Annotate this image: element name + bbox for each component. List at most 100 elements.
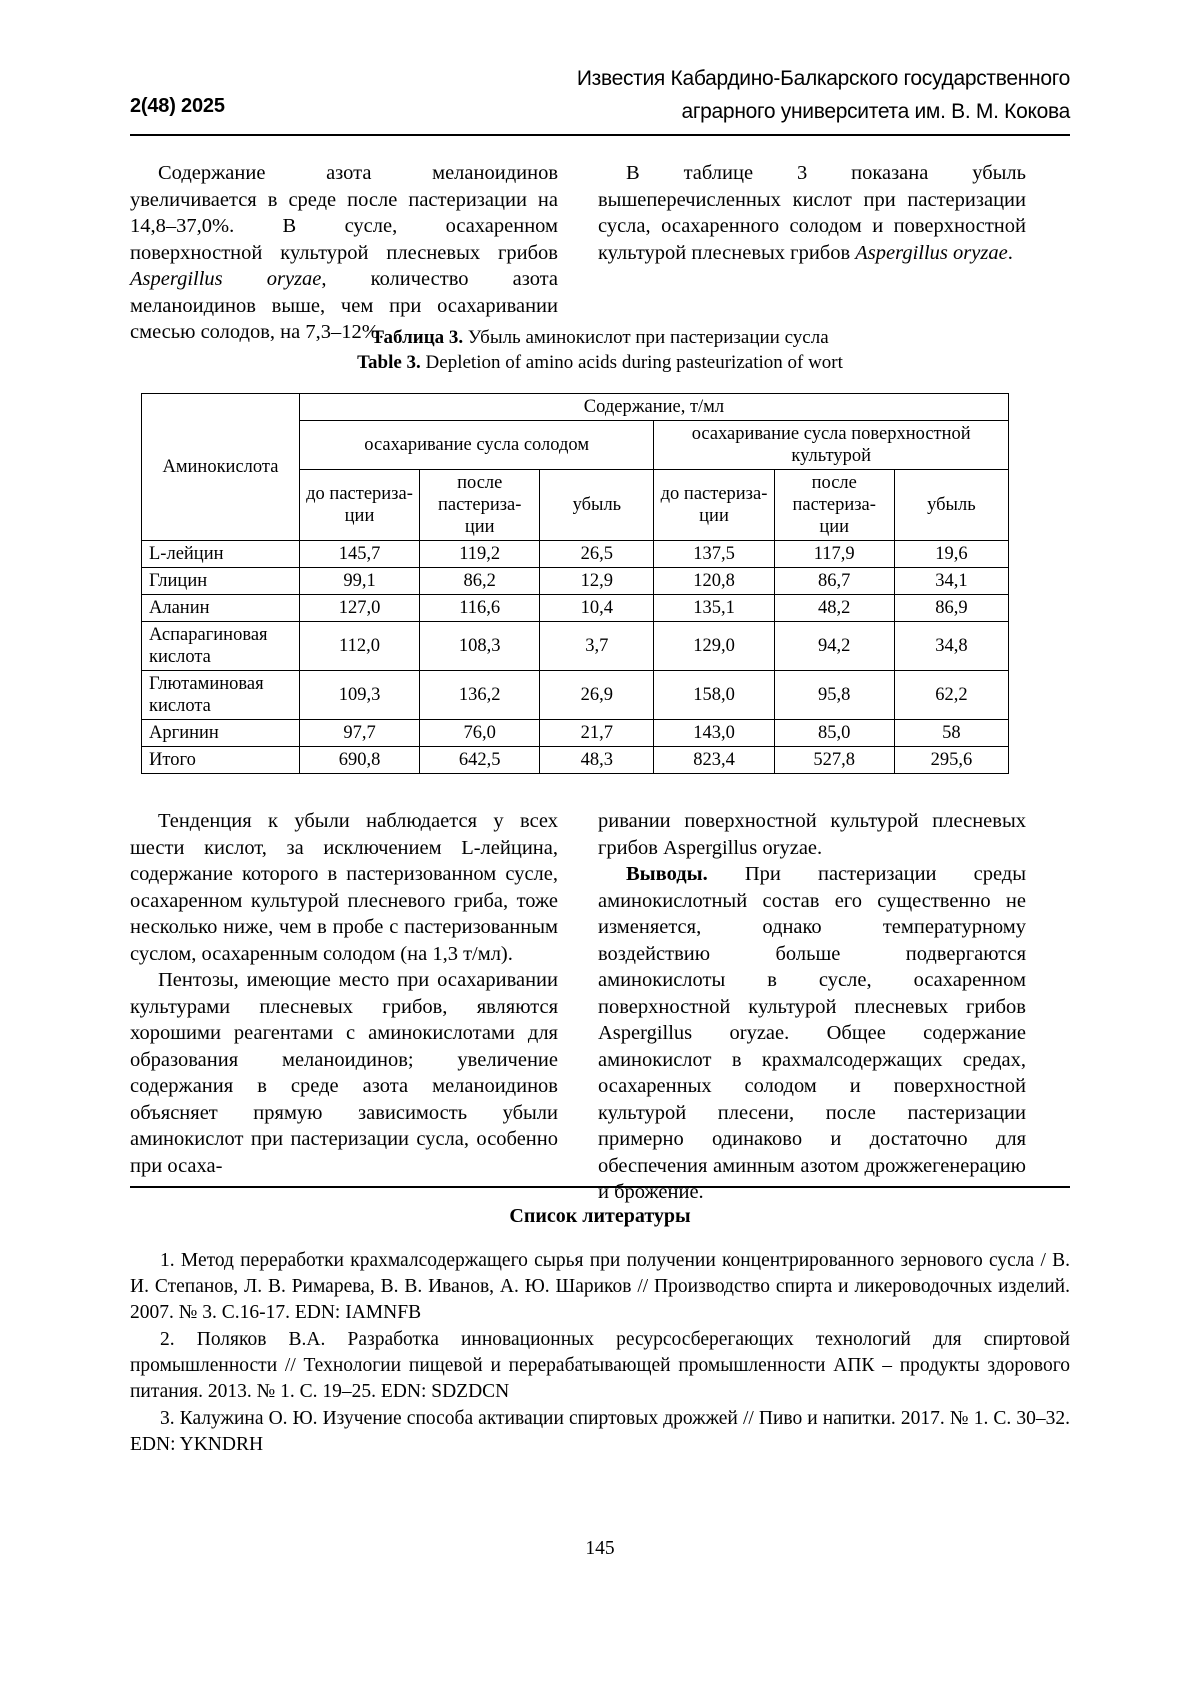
header-amino-acid: Аминокислота — [141, 393, 300, 541]
paragraph-pentoses: Пентозы, имеющие место при осахаривании … — [130, 969, 558, 1177]
references-title: Список литературы — [509, 1205, 691, 1227]
cell-amino-name: Глютаминовая кислота — [141, 670, 300, 720]
cell-malt-before: 145,7 — [298, 540, 421, 568]
references-divider — [130, 1186, 1070, 1188]
cell-malt-after: 136,2 — [419, 670, 541, 720]
cell-surface-loss: 34,1 — [893, 567, 1010, 595]
table-row: Аспарагиновая кислота 112,0 108,3 3,7 12… — [141, 621, 1010, 671]
cell-malt-after: 86,2 — [419, 567, 541, 595]
cell-malt-before: 690,8 — [298, 746, 421, 774]
bottom-left-column: Тенденция к убыли наблюдается у всех шес… — [130, 808, 558, 1206]
top-left-column: Содержание азота меланоидинов увеличивае… — [130, 160, 558, 346]
table-caption-en-text: Depletion of amino acids during pasteuri… — [420, 352, 843, 373]
cell-malt-loss: 12,9 — [539, 567, 655, 595]
references-list: 1. Метод переработки крахмалсодержащего … — [130, 1248, 1070, 1459]
header-malt-loss: убыль — [539, 469, 655, 541]
header-surface-after: после пастериза-ции — [773, 469, 895, 541]
cell-surface-before: 137,5 — [653, 540, 775, 568]
table-caption-ru-label: Таблица 3. — [371, 327, 464, 348]
cell-amino-name: L-лейцин — [141, 540, 300, 568]
cell-surface-before: 158,0 — [653, 670, 775, 720]
cell-malt-before: 127,0 — [298, 594, 421, 622]
header-malt-after: после пастериза-ции — [419, 469, 541, 541]
cell-surface-after: 527,8 — [773, 746, 895, 774]
cell-surface-loss: 58 — [893, 719, 1010, 747]
cell-malt-before: 109,3 — [298, 670, 421, 720]
header-malt-before: до пастериза-ции — [298, 469, 421, 541]
cell-malt-after: 642,5 — [419, 746, 541, 774]
cell-malt-before: 99,1 — [298, 567, 421, 595]
paragraph-text-part1: В таблице 3 показана убыль вышеперечисле… — [598, 162, 1026, 264]
cell-surface-before: 143,0 — [653, 719, 775, 747]
cell-malt-loss: 21,7 — [539, 719, 655, 747]
amino-acid-depletion-table-wrapper: Аминокислота Содержание, т/мл осахариван… — [141, 393, 1010, 774]
cell-malt-after: 116,6 — [419, 594, 541, 622]
table-row-total: Итого 690,8 642,5 48,3 823,4 527,8 295,6 — [141, 746, 1010, 774]
cell-malt-before: 112,0 — [298, 621, 421, 671]
top-columns: Содержание азота меланоидинов увеличивае… — [130, 160, 1070, 346]
table-row: Аргинин 97,7 76,0 21,7 143,0 85,0 58 — [141, 719, 1010, 747]
cell-surface-loss: 295,6 — [893, 746, 1010, 774]
table-header-row-1: Аминокислота Содержание, т/мл — [141, 393, 1010, 541]
cell-amino-name: Аргинин — [141, 719, 300, 747]
header-divider — [130, 134, 1070, 136]
cell-surface-after: 95,8 — [773, 670, 895, 720]
header-surface-before: до пастериза-ции — [653, 469, 775, 541]
table-row: Аланин 127,0 116,6 10,4 135,1 48,2 86,9 — [141, 594, 1010, 622]
cell-surface-before: 120,8 — [653, 567, 775, 595]
cell-amino-name: Глицин — [141, 567, 300, 595]
journal-title: Известия Кабардино-Балкарского государст… — [430, 62, 1070, 128]
cell-malt-loss: 10,4 — [539, 594, 655, 622]
table-body: L-лейцин 145,7 119,2 26,5 137,5 117,9 19… — [141, 540, 1010, 774]
amino-acid-depletion-table: Аминокислота Содержание, т/мл осахариван… — [141, 393, 1010, 774]
reference-item: 1. Метод переработки крахмалсодержащего … — [130, 1250, 1070, 1323]
journal-title-line1: Известия Кабардино-Балкарского государст… — [576, 67, 1070, 90]
cell-surface-after: 48,2 — [773, 594, 895, 622]
cell-malt-after: 108,3 — [419, 621, 541, 671]
paragraph-table3-intro: В таблице 3 показана убыль вышеперечисле… — [598, 160, 1026, 266]
table-caption-en-label: Table 3. — [357, 352, 421, 373]
paragraph-conclusions: Выводы. При пастеризации среды аминокисл… — [598, 861, 1026, 1206]
header-surface-loss: убыль — [893, 469, 1010, 541]
paragraph-trend: Тенденция к убыли наблюдается у всех шес… — [130, 810, 558, 965]
cell-surface-before: 823,4 — [653, 746, 775, 774]
page-number: 145 — [585, 1538, 615, 1559]
issue-number: 2(48) 2025 — [130, 95, 225, 117]
table-caption-ru: Таблица 3. Убыль аминокислот при пастери… — [130, 325, 1070, 350]
table-row: Глютаминовая кислота 109,3 136,2 26,9 15… — [141, 670, 1010, 720]
reference-item: 2. Поляков В.А. Разработка инновационных… — [130, 1329, 1070, 1402]
journal-title-line2: аграрного университета им. В. М. Кокова — [681, 100, 1070, 123]
cell-surface-before: 135,1 — [653, 594, 775, 622]
cell-malt-before: 97,7 — [298, 719, 421, 747]
paragraph-text-part2: . — [1007, 241, 1013, 264]
species-name-italic: Aspergillus oryzae — [130, 268, 322, 290]
paragraph-continuation: ривании поверхностной культурой плесневы… — [598, 810, 1026, 859]
top-right-column: В таблице 3 показана убыль вышеперечисле… — [598, 160, 1026, 346]
cell-surface-loss: 34,8 — [893, 621, 1010, 671]
table-row: Глицин 99,1 86,2 12,9 120,8 86,7 34,1 — [141, 567, 1010, 595]
table-row: L-лейцин 145,7 119,2 26,5 137,5 117,9 19… — [141, 540, 1010, 568]
cell-surface-after: 94,2 — [773, 621, 895, 671]
bottom-right-column: ривании поверхностной культурой плесневы… — [598, 808, 1026, 1206]
cell-surface-loss: 19,6 — [893, 540, 1010, 568]
bottom-columns: Тенденция к убыли наблюдается у всех шес… — [130, 808, 1070, 1206]
table-caption: Таблица 3. Убыль аминокислот при пастери… — [130, 325, 1070, 375]
cell-surface-loss: 62,2 — [893, 670, 1010, 720]
header-group-surface-culture: осахаривание сусла поверхностной культур… — [653, 420, 1009, 470]
cell-surface-after: 85,0 — [773, 719, 895, 747]
cell-malt-after: 76,0 — [419, 719, 541, 747]
reference-item: 3. Калужина О. Ю. Изучение способа актив… — [130, 1408, 1070, 1455]
header-group-malt: осахаривание сусла солодом — [298, 420, 655, 470]
paragraph-text-part2: , количество азота меланоидинов выше, че… — [130, 268, 558, 343]
cell-surface-before: 129,0 — [653, 621, 775, 671]
species-name-italic: Aspergillus oryzae — [855, 241, 1008, 264]
cell-malt-after: 119,2 — [419, 540, 541, 568]
table-caption-ru-text: Убыль аминокислот при пастеризации сусла — [463, 327, 829, 348]
cell-malt-loss: 26,9 — [539, 670, 655, 720]
cell-malt-loss: 3,7 — [539, 621, 655, 671]
cell-malt-loss: 48,3 — [539, 746, 655, 774]
table-caption-en: Table 3. Depletion of amino acids during… — [130, 350, 1070, 375]
header-content: Содержание, т/мл — [298, 393, 1010, 421]
paragraph-text-part1: Содержание азота меланоидинов увеличивае… — [130, 162, 558, 264]
